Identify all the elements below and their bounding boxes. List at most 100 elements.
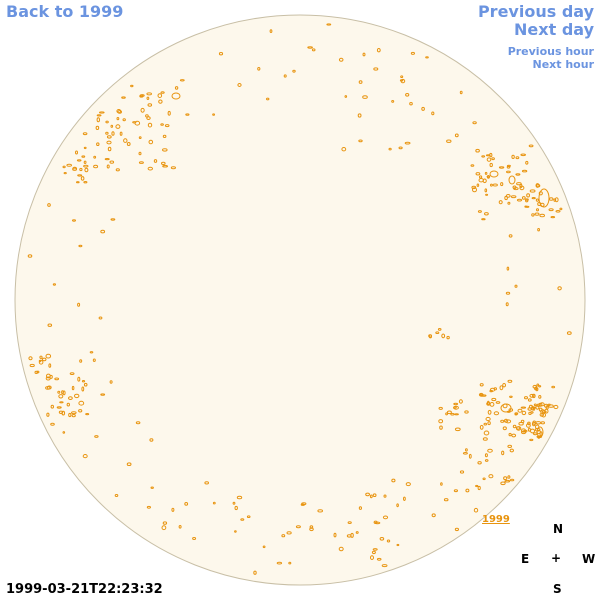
contour-mark — [140, 107, 145, 113]
contour-mark — [253, 570, 257, 575]
contour-mark — [373, 67, 379, 71]
contour-mark — [99, 111, 105, 114]
contour-mark — [98, 316, 103, 320]
contour-mark — [347, 521, 352, 524]
contour-mark — [81, 155, 86, 158]
contour-mark — [514, 284, 518, 288]
contour-mark — [534, 212, 540, 216]
contour-mark — [46, 412, 50, 417]
contour-mark — [533, 403, 537, 407]
contour-mark — [503, 418, 509, 423]
contour-mark — [499, 385, 504, 391]
contour-mark — [66, 402, 71, 407]
contour-mark — [396, 503, 399, 508]
contour-mark — [553, 404, 559, 410]
contour-mark — [36, 370, 40, 374]
contour-mark — [61, 390, 64, 395]
contour-mark — [45, 376, 51, 381]
contour-mark — [538, 188, 550, 208]
previous-hour-link[interactable]: Previous hour — [507, 45, 594, 58]
contour-mark — [527, 407, 532, 411]
contour-mark — [555, 210, 561, 213]
contour-mark — [483, 430, 490, 436]
contour-mark — [440, 482, 443, 486]
contour-mark — [473, 507, 479, 513]
contour-mark — [435, 331, 440, 335]
contour-mark — [459, 470, 465, 474]
contour-mark — [126, 462, 132, 467]
contour-mark — [454, 427, 461, 432]
contour-mark — [500, 403, 512, 413]
contour-mark — [162, 134, 167, 138]
contour-mark — [240, 518, 245, 521]
contour-mark — [83, 146, 87, 150]
contour-mark — [83, 160, 87, 165]
contour-mark — [505, 194, 511, 198]
contour-mark — [110, 218, 116, 221]
contour-mark — [508, 175, 516, 185]
contour-mark — [147, 122, 153, 128]
contour-mark — [493, 387, 497, 391]
contour-mark — [326, 23, 332, 26]
contour-mark — [170, 166, 176, 170]
contour-mark — [121, 96, 126, 99]
contour-mark — [486, 157, 492, 162]
contour-mark — [453, 402, 459, 406]
contour-mark — [237, 83, 242, 87]
contour-mark — [487, 409, 492, 415]
contour-mark — [68, 396, 73, 401]
contour-mark — [550, 216, 556, 219]
previous-day-link[interactable]: Previous day — [477, 2, 594, 21]
contour-mark — [535, 198, 540, 202]
contour-mark — [286, 531, 292, 535]
contour-mark — [110, 124, 114, 128]
contour-mark — [106, 135, 112, 139]
next-hour-link[interactable]: Next hour — [532, 58, 595, 71]
contour-mark — [506, 170, 511, 174]
contour-mark — [257, 67, 261, 71]
contour-mark — [504, 479, 511, 483]
contour-mark — [373, 520, 378, 524]
contour-mark — [409, 102, 413, 106]
contour-mark — [77, 302, 81, 307]
contour-mark — [443, 498, 449, 502]
contour-mark — [475, 484, 479, 488]
contour-mark — [506, 165, 511, 169]
contour-mark — [500, 419, 505, 423]
contour-mark — [234, 505, 238, 511]
contour-mark — [130, 84, 134, 88]
contour-mark — [476, 183, 480, 187]
contour-mark — [59, 401, 64, 404]
contour-mark — [508, 234, 513, 238]
contour-mark — [47, 323, 53, 327]
back-to-year-link[interactable]: Back to 1999 — [6, 2, 124, 21]
contour-mark — [171, 92, 181, 100]
contour-mark — [82, 132, 88, 136]
contour-mark — [398, 146, 403, 150]
contour-mark — [292, 69, 296, 73]
next-day-link[interactable]: Next day — [514, 20, 594, 39]
contour-mark — [505, 302, 509, 307]
contour-mark — [495, 401, 501, 404]
contour-mark — [83, 181, 88, 184]
contour-mark — [512, 185, 517, 190]
contour-mark — [479, 383, 484, 387]
year-link[interactable]: 1999 — [482, 514, 510, 525]
contour-mark — [530, 411, 534, 414]
contour-mark — [536, 208, 539, 212]
contour-mark — [453, 489, 458, 493]
contour-mark — [528, 144, 534, 148]
contour-mark — [532, 407, 536, 411]
contour-mark — [341, 147, 347, 152]
contour-mark — [484, 459, 489, 462]
contour-mark — [39, 355, 43, 359]
contour-mark — [507, 444, 513, 448]
contour-mark — [410, 51, 415, 55]
contour-mark — [158, 99, 163, 104]
contour-mark — [514, 413, 518, 416]
compass-east: E — [521, 552, 530, 566]
contour-mark — [489, 402, 495, 407]
contour-mark — [536, 426, 544, 438]
contour-mark — [295, 525, 301, 529]
